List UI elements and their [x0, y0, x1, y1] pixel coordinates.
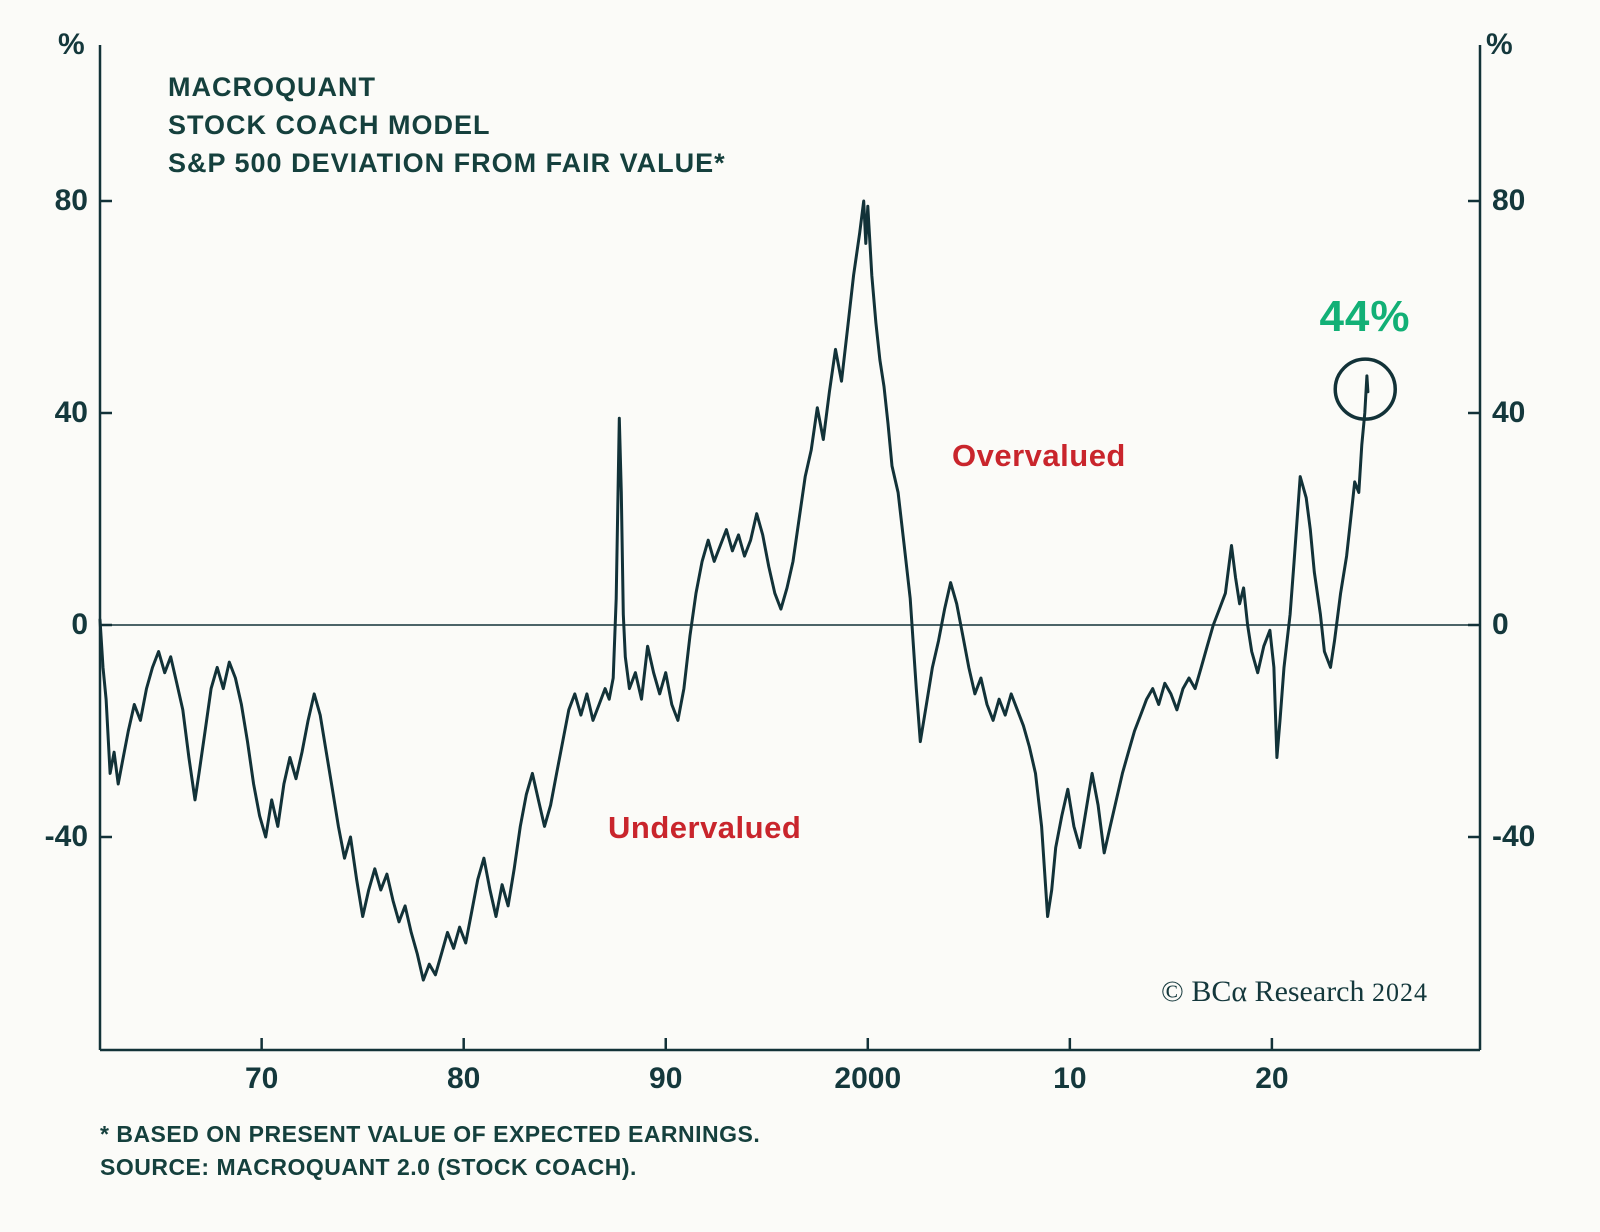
footnote-2: SOURCE: MACROQUANT 2.0 (STOCK COACH).	[100, 1154, 637, 1180]
y-tick-label-left: 0	[71, 608, 88, 641]
chart-title: MACROQUANT STOCK COACH MODEL S&P 500 DEV…	[168, 68, 726, 182]
y-tick-label-left: 80	[54, 184, 88, 217]
undervalued-label: Undervalued	[608, 810, 802, 845]
x-tick-label: 80	[447, 1062, 481, 1095]
endpoint-value-label: 44%	[1319, 292, 1411, 341]
y-tick-label-right: 0	[1492, 608, 1509, 641]
copyright-text: © BCα Research	[1161, 975, 1365, 1008]
y-tick-label-right: 80	[1492, 184, 1526, 217]
x-tick-label: 70	[244, 1062, 279, 1095]
copyright: © BCα Research 2024	[1161, 975, 1428, 1009]
x-tick-label: 10	[1053, 1062, 1087, 1095]
footnotes: * BASED ON PRESENT VALUE OF EXPECTED EAR…	[100, 1118, 760, 1184]
y-axis-unit-left: %	[58, 28, 85, 61]
y-axis-unit-right: %	[1486, 28, 1513, 61]
y-tick-label-left: -40	[44, 820, 88, 853]
y-tick-label-right: 40	[1492, 396, 1526, 429]
x-tick-label: 2000	[834, 1062, 902, 1095]
footnote-1: * BASED ON PRESENT VALUE OF EXPECTED EAR…	[100, 1121, 761, 1147]
chart-title-line-1: MACROQUANT	[168, 72, 376, 102]
deviation-line	[98, 199, 1370, 982]
y-tick-label-right: -40	[1492, 820, 1536, 853]
x-tick-label: 20	[1255, 1062, 1289, 1095]
chart-title-line-3: S&P 500 DEVIATION FROM FAIR VALUE*	[168, 148, 726, 178]
endpoint-circle	[1333, 357, 1397, 421]
chart-title-line-2: STOCK COACH MODEL	[168, 110, 491, 140]
y-tick-label-left: 40	[54, 396, 88, 429]
overvalued-label: Overvalued	[952, 438, 1126, 473]
x-tick-label: 90	[649, 1062, 683, 1095]
copyright-year: 2024	[1372, 978, 1428, 1007]
